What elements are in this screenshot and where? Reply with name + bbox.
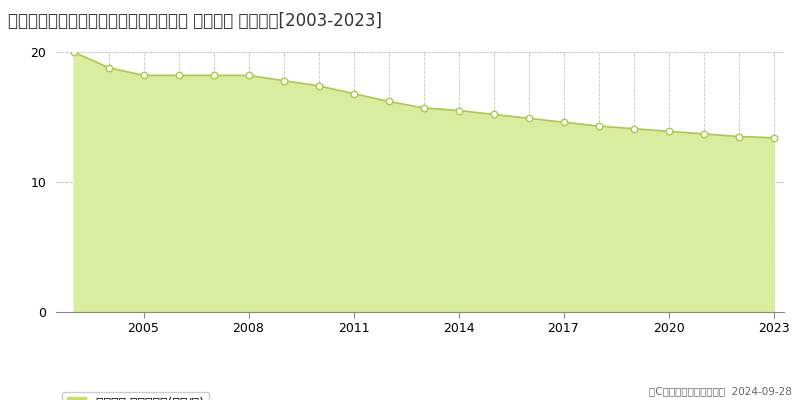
Point xyxy=(172,72,185,79)
Point xyxy=(767,134,780,141)
Point xyxy=(732,133,745,140)
Text: 新潟県上越市北城町１丁目４８番３６外 基準地価 地価推移[2003-2023]: 新潟県上越市北城町１丁目４８番３６外 基準地価 地価推移[2003-2023] xyxy=(8,12,382,30)
Point xyxy=(312,83,325,89)
Point xyxy=(662,128,675,134)
Point xyxy=(452,107,465,114)
Point xyxy=(207,72,220,79)
Point xyxy=(242,72,255,79)
Point xyxy=(382,98,395,105)
Point xyxy=(557,119,570,126)
Point xyxy=(277,78,290,84)
Point xyxy=(67,49,80,55)
Point xyxy=(522,115,535,122)
Point xyxy=(102,64,115,71)
Point xyxy=(487,111,500,118)
Legend: 基準地価 平均坪単価(万円/坪): 基準地価 平均坪単価(万円/坪) xyxy=(62,392,209,400)
Text: （C）土地価格ドットコム  2024-09-28: （C）土地価格ドットコム 2024-09-28 xyxy=(649,386,792,396)
Point xyxy=(417,105,430,111)
Point xyxy=(592,123,605,129)
Point xyxy=(627,126,640,132)
Point xyxy=(137,72,150,79)
Point xyxy=(347,90,360,97)
Point xyxy=(697,131,710,137)
